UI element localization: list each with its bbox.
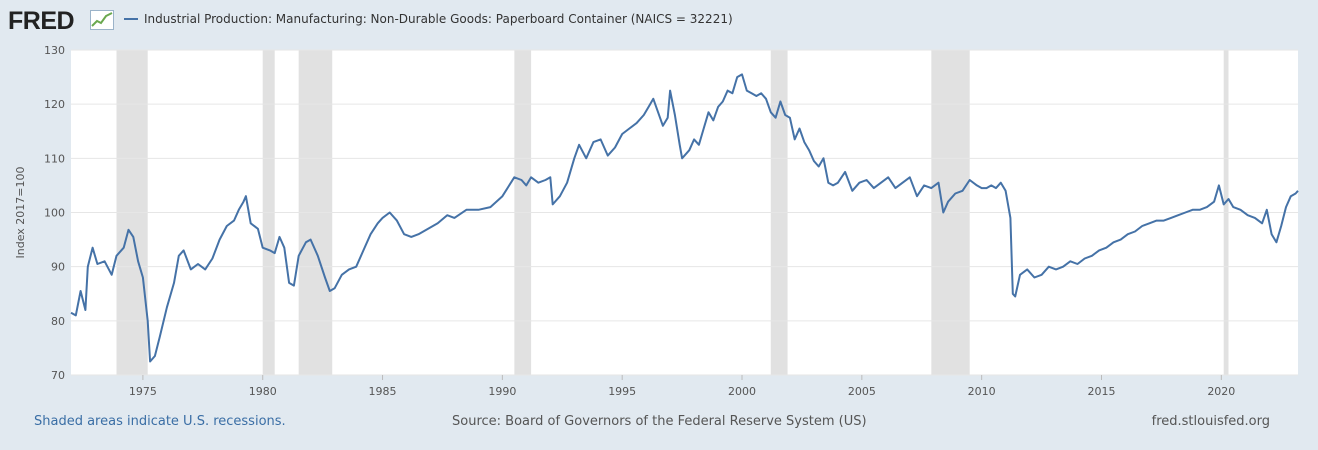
series-line [70, 73, 1299, 363]
x-tick-label: 1975 [129, 385, 157, 398]
x-tick-label: 2000 [728, 385, 756, 398]
y-tick-label: 110 [44, 152, 65, 165]
fred-logo[interactable]: FRED [8, 7, 75, 35]
x-tick-label: 2020 [1207, 385, 1235, 398]
recession-note-link[interactable]: Shaded areas indicate U.S. recessions. [34, 414, 286, 429]
legend-label: Industrial Production: Manufacturing: No… [144, 12, 733, 26]
x-tick-label: 2015 [1087, 385, 1115, 398]
series-legend[interactable]: Industrial Production: Manufacturing: No… [124, 11, 733, 27]
x-tick-label: 1995 [608, 385, 636, 398]
y-tick-label: 90 [51, 261, 65, 274]
source-text: Source: Board of Governors of the Federa… [452, 414, 867, 429]
y-tick-label: 100 [44, 207, 65, 220]
x-tick-label: 1985 [369, 385, 397, 398]
chart-footer: Shaded areas indicate U.S. recessions. S… [0, 414, 1318, 434]
y-tick-label: 120 [44, 98, 65, 111]
y-tick-label: 80 [51, 315, 65, 328]
x-tick-label: 2005 [848, 385, 876, 398]
x-tick-label: 1990 [488, 385, 516, 398]
x-tick-label: 1980 [249, 385, 277, 398]
y-tick-label: 70 [51, 369, 65, 382]
line-chart: 70 80 90 100 110 120 130 1975 1980 1985 1990 1995 20… [14, 44, 1299, 398]
x-tick-label: 2010 [968, 385, 996, 398]
line-graph-icon [90, 10, 114, 30]
chart-header: FRED Industrial Production: Manufacturin… [0, 0, 1318, 40]
legend-line-swatch [124, 17, 138, 20]
y-tick-label: 130 [44, 44, 65, 57]
y-axis-label: Index 2017=100 [14, 167, 27, 259]
site-link[interactable]: fred.stlouisfed.org [1151, 414, 1270, 429]
